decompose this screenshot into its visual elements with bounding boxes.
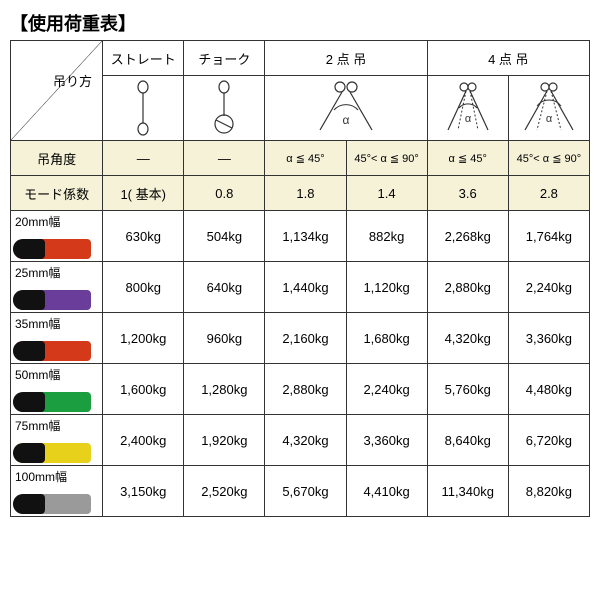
- table-row: 35mm幅1,200kg960kg2,160kg1,680kg4,320kg3,…: [11, 313, 590, 364]
- icon-2pt: α: [265, 76, 427, 141]
- cell: 1,440kg: [265, 262, 346, 313]
- table-row: 75mm幅2,400kg1,920kg4,320kg3,360kg8,640kg…: [11, 415, 590, 466]
- cell: 11,340kg: [427, 466, 508, 517]
- row-label: 50mm幅: [11, 364, 103, 415]
- cell: 3,360kg: [508, 313, 589, 364]
- cell: 8,820kg: [508, 466, 589, 517]
- coef-1: 0.8: [184, 176, 265, 211]
- cell: 5,670kg: [265, 466, 346, 517]
- cell: 1,600kg: [103, 364, 184, 415]
- row-label: 100mm幅: [11, 466, 103, 517]
- cell: 2,880kg: [427, 262, 508, 313]
- row-label: 25mm幅: [11, 262, 103, 313]
- cell: 1,680kg: [346, 313, 427, 364]
- cell: 800kg: [103, 262, 184, 313]
- icon-choke: [184, 76, 265, 141]
- coef-3: 1.4: [346, 176, 427, 211]
- sling-thumb: [13, 290, 91, 310]
- cell: 3,150kg: [103, 466, 184, 517]
- icon-4pt-a: α: [427, 76, 508, 141]
- table-row: 20mm幅630kg504kg1,134kg882kg2,268kg1,764k…: [11, 211, 590, 262]
- cell: 5,760kg: [427, 364, 508, 415]
- cell: 882kg: [346, 211, 427, 262]
- angle-2pt-a: α ≦ 45°: [265, 141, 346, 176]
- sling-thumb: [13, 392, 91, 412]
- row-label: 75mm幅: [11, 415, 103, 466]
- svg-text:α: α: [343, 113, 350, 127]
- cell: 2,268kg: [427, 211, 508, 262]
- cell: 2,240kg: [508, 262, 589, 313]
- cell: 504kg: [184, 211, 265, 262]
- icon-straight: [103, 76, 184, 141]
- sling-thumb: [13, 239, 91, 259]
- svg-text:α: α: [546, 113, 553, 125]
- table-row: 100mm幅3,150kg2,520kg5,670kg4,410kg11,340…: [11, 466, 590, 517]
- cell: 8,640kg: [427, 415, 508, 466]
- cell: 630kg: [103, 211, 184, 262]
- row-label: 35mm幅: [11, 313, 103, 364]
- cell: 1,134kg: [265, 211, 346, 262]
- coef-0: 1( 基本): [103, 176, 184, 211]
- corner-cell: 吊り方: [11, 41, 103, 141]
- table-row: 50mm幅1,600kg1,280kg2,880kg2,240kg5,760kg…: [11, 364, 590, 415]
- row-label: 20mm幅: [11, 211, 103, 262]
- angle-choke: —: [184, 141, 265, 176]
- method-straight: ストレート: [103, 41, 184, 76]
- sling-thumb: [13, 494, 91, 514]
- angle-row: 吊角度 — — α ≦ 45° 45°< α ≦ 90° α ≦ 45° 45°…: [11, 141, 590, 176]
- table-title: 【使用荷重表】: [10, 10, 590, 36]
- icon-4pt-b: α: [508, 76, 589, 141]
- cell: 4,480kg: [508, 364, 589, 415]
- coef-2: 1.8: [265, 176, 346, 211]
- cell: 4,410kg: [346, 466, 427, 517]
- sling-thumb: [13, 341, 91, 361]
- cell: 1,920kg: [184, 415, 265, 466]
- cell: 2,160kg: [265, 313, 346, 364]
- method-choke: チョーク: [184, 41, 265, 76]
- cell: 4,320kg: [427, 313, 508, 364]
- cell: 2,880kg: [265, 364, 346, 415]
- angle-4pt-a: α ≦ 45°: [427, 141, 508, 176]
- coef-row: モード係数 1( 基本) 0.8 1.8 1.4 3.6 2.8: [11, 176, 590, 211]
- cell: 2,400kg: [103, 415, 184, 466]
- svg-text:α: α: [465, 113, 472, 125]
- cell: 960kg: [184, 313, 265, 364]
- cell: 4,320kg: [265, 415, 346, 466]
- cell: 1,120kg: [346, 262, 427, 313]
- cell: 1,200kg: [103, 313, 184, 364]
- header-methods-row: 吊り方 ストレート チョーク 2 点 吊 4 点 吊: [11, 41, 590, 76]
- cell: 3,360kg: [346, 415, 427, 466]
- sling-thumb: [13, 443, 91, 463]
- method-2pt: 2 点 吊: [265, 41, 427, 76]
- cell: 2,240kg: [346, 364, 427, 415]
- angle-label: 吊角度: [11, 141, 103, 176]
- cell: 2,520kg: [184, 466, 265, 517]
- coef-4: 3.6: [427, 176, 508, 211]
- cell: 1,280kg: [184, 364, 265, 415]
- cell: 640kg: [184, 262, 265, 313]
- coef-label: モード係数: [11, 176, 103, 211]
- coef-5: 2.8: [508, 176, 589, 211]
- method-4pt: 4 点 吊: [427, 41, 589, 76]
- cell: 6,720kg: [508, 415, 589, 466]
- corner-label: 吊り方: [53, 71, 92, 90]
- load-table: 吊り方 ストレート チョーク 2 点 吊 4 点 吊: [10, 40, 590, 517]
- angle-2pt-b: 45°< α ≦ 90°: [346, 141, 427, 176]
- angle-4pt-b: 45°< α ≦ 90°: [508, 141, 589, 176]
- angle-straight: —: [103, 141, 184, 176]
- cell: 1,764kg: [508, 211, 589, 262]
- table-row: 25mm幅800kg640kg1,440kg1,120kg2,880kg2,24…: [11, 262, 590, 313]
